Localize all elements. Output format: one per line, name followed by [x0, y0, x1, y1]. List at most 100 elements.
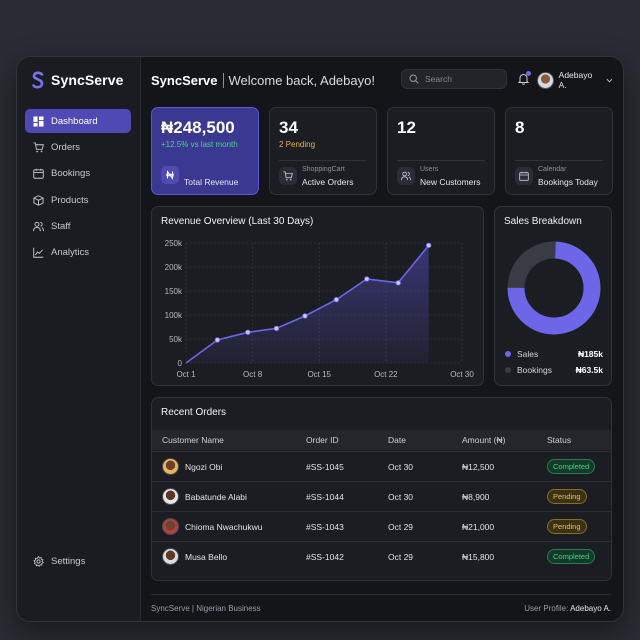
title-divider: [222, 72, 224, 88]
legend-swatch: [505, 367, 511, 373]
cart-icon: [33, 142, 44, 153]
y-tick-label: 200k: [165, 263, 183, 272]
search-icon: [409, 74, 419, 84]
order-date: Oct 29: [388, 551, 414, 562]
footer-left: SyncServe | Nigerian Business: [151, 604, 261, 613]
stat-change: +12.5% vs last month: [161, 140, 238, 149]
sidebar-item-label: Staff: [51, 221, 71, 233]
data-point: [214, 337, 221, 343]
sidebar-nav: Dashboard Orders Bookings Products Staff…: [25, 109, 131, 267]
legend-value: ₦63.5k: [575, 365, 603, 375]
status-badge: Completed: [547, 459, 596, 474]
customer-name: Babatunde Alabi: [185, 491, 247, 502]
panel-title: Revenue Overview (Last 30 Days): [161, 216, 314, 227]
box-icon: [33, 194, 44, 206]
sidebar-item-staff[interactable]: Staff: [25, 215, 131, 239]
panel-title: Sales Breakdown: [504, 216, 582, 227]
sidebar-item-analytics[interactable]: Analytics: [25, 241, 131, 265]
users-icon: [397, 167, 415, 185]
footer-user-label: User Profile:: [524, 604, 569, 613]
table-row[interactable]: Musa Bello #SS-1042 Oct 29 ₦15,800 Compl…: [152, 541, 611, 571]
sidebar-item-label: Orders: [51, 141, 81, 153]
notification-button[interactable]: [517, 71, 531, 85]
stat-card-new-customers[interactable]: 12 Users New Customers: [387, 107, 495, 195]
search-input[interactable]: Search: [425, 74, 452, 84]
customer-name: Musa Bello: [185, 551, 228, 562]
notification-dot: [526, 71, 531, 76]
column-header[interactable]: Amount (₦): [462, 435, 506, 445]
y-tick-label: 100k: [165, 311, 183, 320]
column-header[interactable]: Status: [547, 435, 572, 445]
sidebar-item-products[interactable]: Products: [25, 188, 131, 212]
settings-label: Settings: [51, 556, 86, 567]
status-badge: Completed: [547, 549, 596, 564]
data-point: [364, 276, 370, 282]
avatar: [162, 548, 179, 565]
customer-name: Ngozi Obi: [185, 461, 223, 472]
footer-divider: [151, 594, 611, 595]
sales-breakdown-panel: Sales Breakdown Sales ₦185k Bookings ₦63…: [494, 206, 612, 386]
top-bar: SyncServe Welcome back, Adebayo! Search …: [151, 69, 613, 91]
stat-value: 8: [515, 118, 525, 137]
stat-pending: 2 Pending: [279, 140, 316, 149]
column-header[interactable]: Customer Name: [162, 435, 224, 445]
divider: [279, 160, 367, 161]
revenue-overview-panel: Revenue Overview (Last 30 Days) 0 50k 100k…: [151, 206, 484, 386]
sidebar-item-dashboard[interactable]: Dashboard: [25, 109, 131, 133]
table-row[interactable]: Chioma Nwachukwu #SS-1043 Oct 29 ₦21,000…: [152, 511, 611, 541]
avatar: [162, 518, 179, 535]
sidebar-item-settings[interactable]: Settings: [33, 556, 85, 567]
app-name: SyncServe: [51, 72, 124, 88]
y-tick-label: 50k: [169, 335, 183, 344]
users-icon: [33, 221, 44, 232]
logo[interactable]: SyncServe: [31, 71, 124, 89]
gear-icon: [33, 556, 44, 567]
user-menu[interactable]: Adebayo A.: [537, 70, 613, 90]
welcome-message: Welcome back, Adebayo!: [228, 72, 375, 88]
sidebar-item-bookings[interactable]: Bookings: [25, 162, 131, 186]
stat-card-bookings-today[interactable]: 8 Calendar Bookings Today: [505, 107, 613, 195]
avatar: [162, 458, 179, 475]
revenue-chart[interactable]: 0 50k 100k 150k 200k 250k Oct 1 Oct 8 Oct 15 Oct …: [152, 207, 485, 387]
stat-value: 12: [397, 118, 416, 137]
x-tick-label: Oct 22: [374, 370, 398, 379]
user-name: Adebayo A.: [558, 70, 593, 90]
stat-card-active-orders[interactable]: 34 2 Pending ShoppingCart Active Orders: [269, 107, 377, 195]
stat-caption: ShoppingCart: [302, 166, 345, 173]
order-amount: ₦8,900: [462, 491, 490, 502]
order-amount: ₦21,000: [462, 521, 495, 532]
stat-caption: Calendar: [538, 166, 567, 173]
sales-donut-chart[interactable]: [495, 235, 613, 365]
avatar: [537, 71, 554, 89]
column-header[interactable]: Order ID: [306, 435, 339, 445]
order-date: Oct 30: [388, 491, 414, 502]
table-header: Customer Name Order ID Date Amount (₦) S…: [152, 430, 611, 450]
search-box[interactable]: Search: [401, 69, 507, 89]
table-row[interactable]: Babatunde Alabi #SS-1044 Oct 30 ₦8,900 P…: [152, 481, 611, 511]
data-point: [425, 242, 432, 249]
stat-label: Total Revenue: [184, 177, 239, 187]
sidebar: SyncServe Dashboard Orders Bookings Prod…: [17, 57, 141, 621]
app-window: SyncServe Dashboard Orders Bookings Prod…: [16, 56, 624, 622]
stat-label: New Customers: [420, 177, 481, 187]
chart-icon: [33, 248, 44, 259]
footer: SyncServe | Nigerian Business User Profi…: [151, 604, 611, 613]
order-id: #SS-1042: [306, 551, 344, 562]
table-row[interactable]: Ngozi Obi #SS-1045 Oct 30 ₦12,500 Comple…: [152, 451, 611, 481]
sidebar-item-orders[interactable]: Orders: [25, 135, 131, 159]
data-point: [302, 313, 308, 319]
donut-slice-bookings[interactable]: [507, 241, 601, 335]
avatar: [162, 488, 179, 505]
footer-user[interactable]: User Profile: Adebayo A.: [524, 604, 611, 613]
legend-item-sales: Sales ₦185k: [505, 349, 603, 359]
calendar-icon: [515, 167, 533, 185]
stat-value: ₦248,500: [161, 118, 235, 137]
stat-card-total-revenue[interactable]: ₦248,500 +12.5% vs last month Total Reve…: [151, 107, 259, 195]
divider: [397, 160, 485, 161]
sidebar-item-label: Bookings: [51, 168, 91, 180]
logo-icon: [32, 71, 44, 89]
revenue-area: [186, 245, 429, 363]
naira-icon: [161, 166, 179, 184]
column-header[interactable]: Date: [388, 435, 406, 445]
footer-user-name: Adebayo A.: [570, 604, 611, 613]
